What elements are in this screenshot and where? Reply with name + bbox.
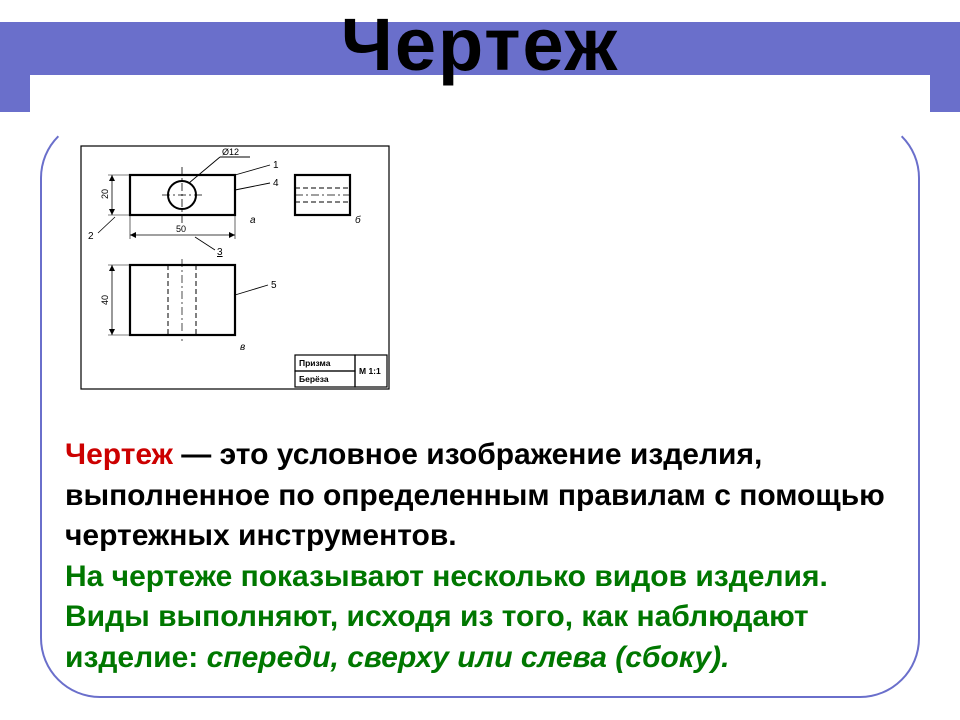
view-label-v: в [240, 342, 245, 353]
view-label-b: б [355, 214, 361, 226]
text-block: Чертеж — это условное изображение издели… [65, 435, 915, 678]
callout-1: 1 [273, 160, 279, 171]
explanation-line3: изделие: спереди, сверху или слева (сбок… [65, 638, 915, 679]
callout-4: 4 [273, 178, 279, 189]
dim-20: 20 [100, 189, 110, 199]
dim-diameter: Ø12 [222, 147, 239, 157]
dim-50: 50 [176, 224, 186, 234]
tb-row2: Берёза [299, 374, 329, 384]
tb-scale: М 1:1 [359, 366, 381, 376]
explanation-line2a: Виды выполняют, исходя из того, как набл… [65, 600, 809, 633]
definition-lead: Чертеж [65, 438, 173, 471]
explanation-emph: спереди, сверху или слева (сбоку). [207, 641, 730, 674]
explanation-line2b: изделие: [65, 641, 207, 674]
explanation-line2: Виды выполняют, исходя из того, как набл… [65, 597, 915, 638]
definition-paragraph: Чертеж — это условное изображение издели… [65, 435, 915, 557]
view-label-a: а [250, 215, 256, 226]
callout-5: 5 [271, 280, 277, 291]
dim-40: 40 [100, 295, 110, 305]
explanation-line1: На чертеже показывают несколько видов из… [65, 557, 915, 598]
tb-row1: Призма [299, 358, 331, 368]
technical-drawing: Ø12 1 4 а 20 2 50 3 б [80, 145, 390, 390]
callout-2: 2 [88, 231, 94, 242]
slide-title: Чертеж [0, 2, 960, 87]
definition-body: — это условное изображение изделия, выпо… [65, 438, 885, 552]
callout-3: 3 [217, 247, 223, 258]
